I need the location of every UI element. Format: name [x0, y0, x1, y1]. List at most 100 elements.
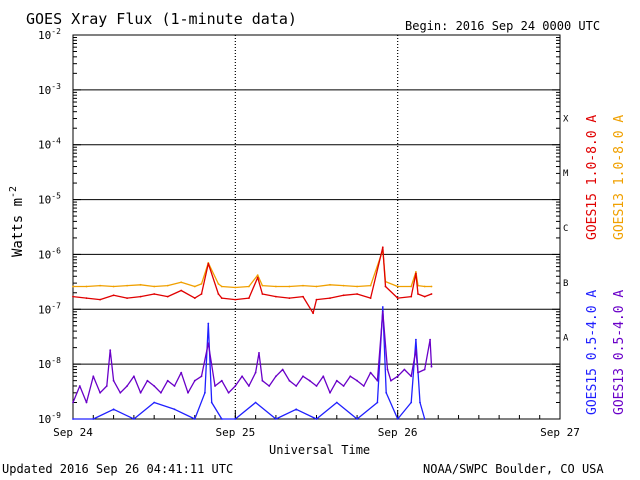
- series-point-2: [112, 408, 115, 411]
- series-point-3: [173, 385, 176, 387]
- series-line-2: [73, 306, 426, 420]
- series-point-0: [85, 285, 88, 288]
- series-point-0: [302, 284, 304, 287]
- series-point-0: [315, 285, 318, 288]
- y-tick-label-6: 10-8: [38, 356, 61, 371]
- series-point-2: [419, 401, 421, 404]
- series-point-3: [410, 375, 413, 378]
- y-tick-exponent: -9: [51, 411, 61, 420]
- series-point-3: [160, 391, 162, 394]
- series-point-3: [335, 379, 338, 382]
- series-point-3: [187, 391, 189, 394]
- series-point-1: [342, 294, 345, 297]
- series-point-3: [220, 379, 223, 382]
- y-tick-exponent: -3: [51, 82, 61, 91]
- series-point-2: [153, 401, 156, 404]
- series-point-1: [302, 295, 304, 298]
- series-point-3: [302, 375, 304, 378]
- y-tick-base: 10: [38, 413, 51, 426]
- series-point-3: [349, 375, 352, 378]
- series-point-3: [417, 371, 419, 374]
- series-line-0: [73, 249, 432, 289]
- series-point-1: [180, 289, 183, 292]
- series-point-1: [248, 297, 250, 299]
- series-point-2: [220, 418, 223, 420]
- series-point-2: [396, 418, 399, 420]
- y-tick-exponent: -6: [51, 246, 61, 255]
- series-point-0: [369, 284, 372, 287]
- series-point-3: [329, 391, 331, 394]
- series-point-3: [234, 385, 237, 387]
- series-layer: [72, 246, 433, 420]
- series-point-0: [256, 274, 259, 276]
- series-point-0: [153, 285, 156, 288]
- y-axis-label-text: Watts m: [10, 198, 26, 257]
- y-tick-label-1: 10-3: [38, 82, 61, 97]
- series-point-3: [109, 349, 112, 351]
- series-point-0: [200, 283, 203, 285]
- series-point-2: [193, 418, 196, 420]
- y-axis-label-sup: -2: [8, 186, 19, 198]
- series-point-2: [254, 401, 257, 404]
- series-point-2: [92, 418, 95, 420]
- series-point-3: [248, 385, 250, 387]
- y-tick-base: 10: [38, 29, 51, 42]
- legend: GOES15 1.0-8.0 A GOES13 1.0-8.0 A GOES15 0…: [585, 115, 627, 415]
- series-point-0: [342, 284, 345, 287]
- series-point-1: [288, 297, 291, 299]
- credit-label: NOAA/SWPC Boulder, CO USA: [423, 462, 604, 476]
- series-point-3: [78, 385, 81, 387]
- series-point-1: [85, 297, 88, 299]
- series-point-3: [85, 401, 88, 404]
- series-point-3: [72, 401, 74, 404]
- series-point-2: [72, 418, 74, 420]
- series-point-1: [256, 276, 259, 279]
- series-point-0: [430, 285, 433, 288]
- series-point-0: [410, 285, 413, 288]
- series-point-3: [214, 385, 216, 387]
- y-tick-label-2: 10-4: [38, 137, 61, 152]
- series-point-0: [275, 285, 277, 288]
- begin-label: Begin: 2016 Sep 24 0000 UTC: [405, 19, 600, 33]
- y-tick-base: 10: [38, 248, 51, 261]
- series-point-1: [193, 297, 196, 299]
- y-tick-exponent: -4: [51, 137, 61, 146]
- series-point-0: [72, 285, 74, 288]
- series-point-3: [415, 349, 417, 351]
- legend-entry-0: GOES15 1.0-8.0 A: [585, 115, 600, 240]
- plot-frame: [72, 34, 561, 420]
- series-point-0: [126, 284, 128, 287]
- series-point-3: [105, 385, 108, 387]
- series-point-1: [275, 295, 277, 298]
- series-point-3: [254, 371, 257, 374]
- series-point-1: [99, 298, 101, 301]
- series-point-3: [227, 391, 230, 394]
- series-point-3: [403, 368, 406, 371]
- series-point-3: [258, 352, 260, 354]
- series-point-3: [241, 375, 244, 378]
- flare-class-m: M: [563, 169, 569, 179]
- series-point-3: [315, 385, 318, 387]
- series-point-3: [281, 368, 284, 371]
- series-point-3: [386, 368, 389, 371]
- x-tick-label-1: Sep 25: [215, 426, 255, 439]
- series-point-3: [423, 368, 426, 371]
- series-point-3: [381, 310, 384, 313]
- series-point-0: [99, 284, 101, 287]
- series-point-3: [369, 371, 372, 374]
- series-point-3: [430, 365, 433, 368]
- series-point-0: [396, 285, 399, 288]
- legend-entry-2: GOES15 0.5-4.0 A: [585, 290, 600, 415]
- series-point-0: [139, 283, 142, 286]
- series-point-1: [430, 293, 433, 295]
- series-point-1: [200, 293, 203, 295]
- series-point-2: [376, 401, 379, 404]
- series-point-1: [329, 297, 331, 299]
- series-point-3: [390, 379, 392, 382]
- series-point-3: [275, 375, 277, 378]
- series-point-1: [153, 293, 156, 295]
- series-point-1: [166, 295, 169, 298]
- series-point-1: [315, 298, 318, 301]
- y-tick-label-4: 10-6: [38, 246, 61, 261]
